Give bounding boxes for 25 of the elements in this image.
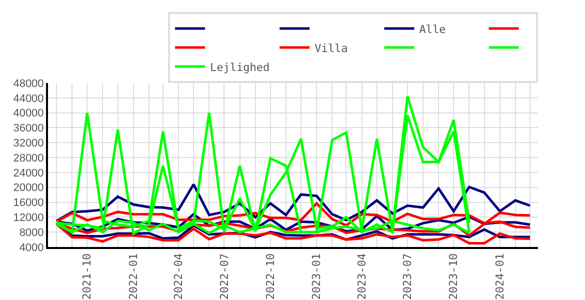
legend-label: Villa <box>314 42 348 55</box>
legend-label: Alle <box>419 22 446 36</box>
y-tick-label: 40000 <box>13 108 44 120</box>
x-tick-label: 2023-01 <box>310 253 324 300</box>
x-tick-label: 2023-10 <box>447 253 460 300</box>
y-tick-label: 44000 <box>13 92 44 105</box>
y-tick-label: 32000 <box>13 137 44 150</box>
x-tick-label: 2022-01 <box>126 253 140 300</box>
x-tick-label: 2021-10 <box>80 253 94 300</box>
x-tick-label: 2022-04 <box>172 253 186 300</box>
x-tick-label: 2023-07 <box>401 253 414 300</box>
x-tick-label: 2024-01 <box>493 253 506 300</box>
y-tick-label: 28000 <box>13 152 44 164</box>
legend-label: Lejlighed <box>210 60 270 74</box>
y-tick-label: 24000 <box>13 167 44 180</box>
y-tick-label: 8000 <box>19 226 44 239</box>
y-tick-label: 36000 <box>13 122 44 135</box>
y-tick-label: 16000 <box>13 197 44 210</box>
y-tick-label: 4000 <box>19 242 44 254</box>
y-tick-label: 20000 <box>13 182 44 194</box>
y-tick-label: 48000 <box>13 78 44 90</box>
x-tick-label: 2022-10 <box>264 253 277 300</box>
x-tick-label: 2023-04 <box>355 253 368 300</box>
y-tick-label: 12000 <box>13 212 44 224</box>
x-tick-label: 2022-07 <box>218 253 231 300</box>
